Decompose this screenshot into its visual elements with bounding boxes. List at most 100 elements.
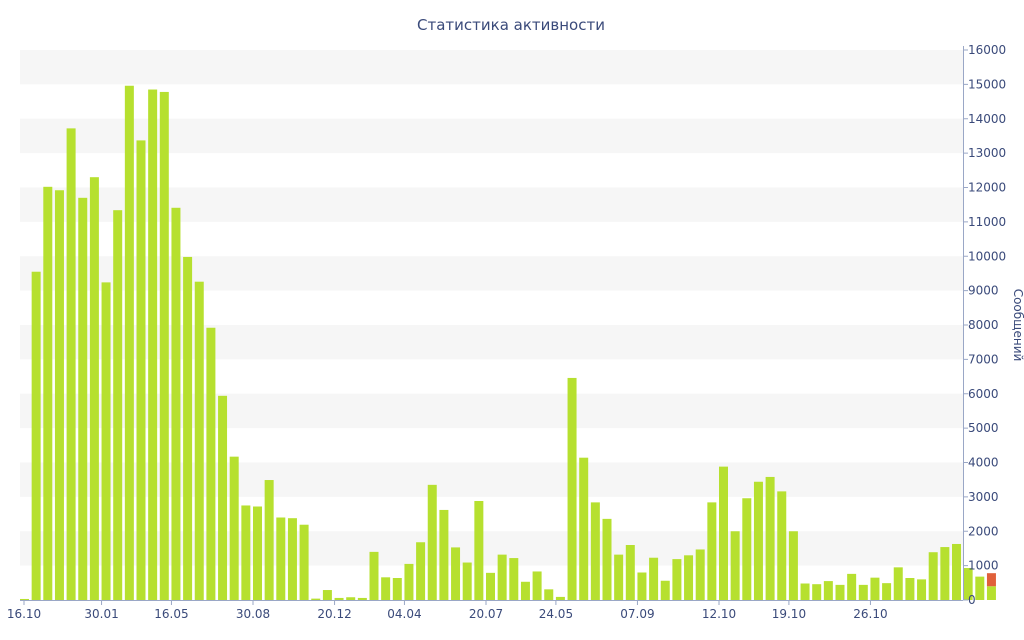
bar[interactable] (765, 476, 775, 600)
y-tick-label: 1000 (968, 559, 999, 573)
bar[interactable] (625, 545, 635, 600)
bar[interactable] (241, 505, 251, 600)
bar[interactable] (555, 596, 565, 600)
bar[interactable] (334, 597, 344, 600)
bar[interactable] (66, 128, 76, 600)
bar[interactable] (369, 551, 379, 600)
bar[interactable] (194, 281, 204, 600)
bar[interactable] (218, 395, 228, 600)
bar[interactable] (159, 91, 169, 600)
chart-title: Статистика активности (417, 16, 605, 34)
bar[interactable] (253, 506, 262, 601)
x-tick-label: 12.10 (702, 607, 736, 621)
x-tick-label: 20.07 (469, 607, 503, 621)
bar[interactable] (287, 518, 297, 600)
bar[interactable] (20, 598, 29, 600)
y-tick-label: 13000 (968, 146, 1006, 160)
bar[interactable] (893, 567, 903, 600)
bar[interactable] (299, 524, 309, 600)
bar[interactable] (975, 576, 985, 600)
bar[interactable] (695, 549, 705, 600)
bar[interactable] (905, 578, 915, 600)
bar[interactable] (812, 584, 822, 600)
bar[interactable] (590, 502, 600, 600)
bar[interactable] (870, 577, 880, 600)
bar[interactable] (672, 559, 682, 600)
bar[interactable] (835, 584, 845, 600)
bar[interactable] (451, 547, 461, 600)
bar[interactable] (136, 140, 146, 600)
bar[interactable] (322, 590, 332, 600)
bar[interactable] (730, 531, 740, 600)
bar[interactable] (602, 518, 612, 600)
bar[interactable] (986, 586, 996, 600)
bar[interactable] (882, 583, 892, 600)
bar[interactable] (183, 256, 193, 600)
y-tick-label: 15000 (968, 77, 1006, 91)
bar[interactable] (544, 589, 554, 600)
bar[interactable] (148, 89, 158, 600)
y-axis-title: Сообщений (1011, 289, 1024, 362)
y-tick-label: 12000 (968, 181, 1006, 195)
bar[interactable] (381, 577, 391, 600)
grid-band (20, 50, 963, 85)
bar[interactable] (264, 480, 274, 600)
x-tick-label: 30.08 (236, 607, 270, 621)
bar[interactable] (346, 597, 356, 600)
bar[interactable] (357, 597, 367, 600)
bar[interactable] (858, 584, 868, 600)
bar-highlight[interactable] (986, 573, 996, 587)
bar[interactable] (31, 271, 41, 600)
bar[interactable] (113, 210, 123, 600)
x-tick-label: 16.10 (7, 607, 41, 621)
bar[interactable] (940, 547, 950, 600)
bar[interactable] (917, 579, 927, 600)
bar[interactable] (684, 555, 694, 600)
bar[interactable] (427, 484, 437, 600)
bar[interactable] (404, 563, 414, 600)
bar[interactable] (788, 531, 798, 600)
bar[interactable] (928, 552, 938, 600)
axes: 0 1000 2000 3000 4000 5000 6000 7000 8000 9000 100… (7, 43, 1006, 621)
bar[interactable] (311, 598, 321, 600)
bar[interactable] (800, 583, 810, 601)
bar[interactable] (649, 557, 659, 600)
bar[interactable] (753, 481, 763, 600)
bar[interactable] (520, 581, 530, 600)
bar[interactable] (439, 509, 449, 600)
bar[interactable] (416, 542, 426, 600)
bar[interactable] (579, 457, 589, 600)
bar[interactable] (486, 572, 495, 600)
bar[interactable] (101, 282, 111, 600)
bar[interactable] (509, 558, 519, 600)
y-tick-label: 11000 (968, 215, 1006, 229)
bar[interactable] (462, 562, 472, 600)
bar[interactable] (43, 186, 53, 600)
bar[interactable] (474, 501, 484, 600)
bar[interactable] (206, 327, 216, 600)
bar[interactable] (637, 572, 647, 601)
bar[interactable] (54, 190, 64, 600)
bar[interactable] (614, 554, 624, 600)
bar[interactable] (742, 498, 752, 600)
bar[interactable] (229, 456, 239, 600)
bar[interactable] (532, 571, 542, 600)
bar[interactable] (78, 197, 88, 600)
bar[interactable] (660, 580, 670, 600)
bar[interactable] (963, 568, 973, 600)
bar[interactable] (777, 491, 787, 600)
bar[interactable] (497, 554, 507, 600)
bars (20, 85, 996, 601)
bar[interactable] (707, 502, 717, 600)
bar[interactable] (567, 377, 577, 600)
bar[interactable] (124, 85, 134, 600)
bar[interactable] (171, 207, 181, 600)
bar[interactable] (392, 578, 402, 600)
y-tick-label: 14000 (968, 112, 1006, 126)
bar[interactable] (89, 177, 99, 600)
bar[interactable] (847, 573, 857, 600)
bar[interactable] (823, 581, 833, 600)
bar[interactable] (276, 517, 286, 601)
bar[interactable] (719, 466, 728, 600)
bar[interactable] (952, 543, 961, 600)
